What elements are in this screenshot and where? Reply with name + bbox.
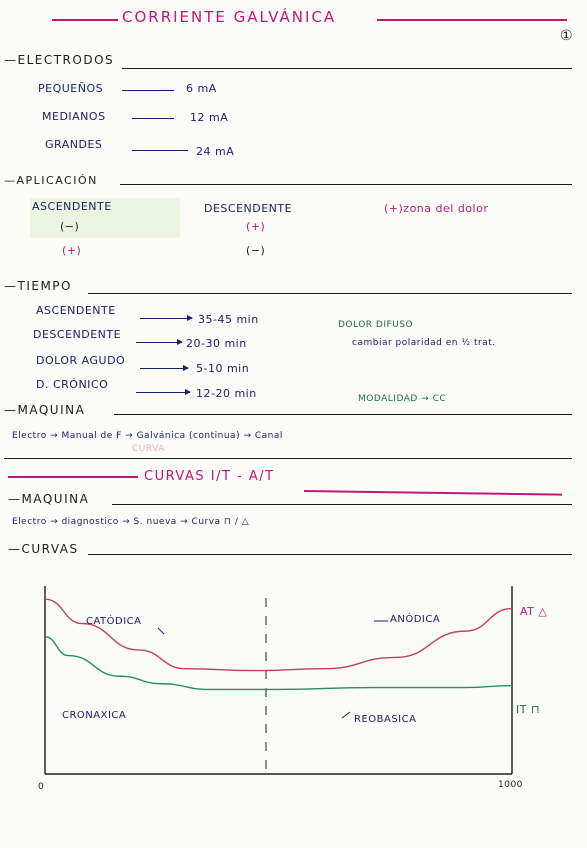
maquina2-heading: —MAQUINA bbox=[8, 492, 90, 506]
at-curve-line bbox=[44, 598, 513, 672]
chart-x-start-label: 0 bbox=[38, 782, 45, 792]
electrodo-value-medianos: 12 mA bbox=[190, 111, 229, 124]
electrodo-label-grandes: GRANDES bbox=[45, 138, 103, 151]
dolor-difuso-label: DOLOR DIFUSO bbox=[338, 320, 414, 330]
it-curve-line bbox=[44, 636, 513, 691]
tiempo-arrow-dolor-agudo bbox=[140, 364, 189, 372]
page-number-mark: ① bbox=[560, 28, 574, 44]
chart-label-catodica: CATÓDICA bbox=[86, 616, 142, 627]
electrodo-dash-medianos bbox=[132, 118, 174, 120]
tiempo-label-dolor-agudo: DOLOR AGUDO bbox=[36, 354, 126, 367]
maquina2-text: Electro → diagnostico → S. nueva → Curva… bbox=[12, 517, 250, 527]
chart-label-reobasica: REOBASICA bbox=[354, 714, 417, 725]
electrodo-dash-grandes bbox=[132, 150, 188, 152]
electrodo-label-pequenos: PEQUEÑOS bbox=[38, 82, 104, 95]
page-title: CORRIENTE GALVÁNICA bbox=[122, 8, 337, 26]
reobasica-arrow bbox=[341, 711, 351, 719]
tiempo-label-ascendente: ASCENDENTE bbox=[36, 304, 116, 317]
tiempo-rule bbox=[88, 293, 572, 295]
tiempo-value-dolor-agudo: 5-10 min bbox=[196, 362, 250, 375]
dolor-difuso-note: cambiar polaridad en ½ trat. bbox=[352, 338, 496, 348]
electrodos-rule bbox=[122, 68, 572, 70]
tiempo-value-d-cronico: 12-20 min bbox=[196, 387, 257, 400]
electrodo-value-grandes: 24 mA bbox=[196, 145, 235, 158]
electrodo-dash-pequenos bbox=[122, 90, 174, 92]
curvas-rule bbox=[88, 554, 572, 556]
aplicacion-descendente-sign1: (+) bbox=[246, 220, 266, 233]
electrodo-label-medianos: MEDIANOS bbox=[42, 110, 106, 123]
maquina-curva-note: CURVA bbox=[132, 444, 165, 454]
chart-label-anodica: ANÓDICA bbox=[390, 614, 441, 625]
tiempo-value-ascendente: 35-45 min bbox=[198, 313, 259, 326]
ascendente-highlight bbox=[30, 198, 180, 238]
modalidad-label: MODALIDAD → CC bbox=[358, 394, 447, 404]
curvas-heading: —CURVAS bbox=[8, 542, 79, 556]
chart-legend-it: IT ⊓ bbox=[516, 703, 541, 716]
title-rule-right bbox=[377, 19, 567, 21]
tiempo-label-d-cronico: D. CRÓNICO bbox=[36, 378, 109, 391]
chart-legend-at: AT △ bbox=[520, 605, 548, 618]
aplicacion-ascendente-sign1: (−) bbox=[60, 220, 80, 233]
chart-x-end-label: 1000 bbox=[498, 780, 523, 790]
aplicacion-heading: —APLICACIÓN bbox=[4, 174, 98, 187]
catodica-arrow bbox=[157, 627, 165, 635]
tiempo-value-descendente: 20-30 min bbox=[186, 337, 247, 350]
maquina2-rule bbox=[112, 504, 572, 506]
tiempo-arrow-ascendente bbox=[140, 314, 193, 322]
maquina-rule-bottom bbox=[4, 458, 572, 460]
electrodos-heading: —ELECTRODOS bbox=[4, 53, 115, 67]
maquina-heading: —MAQUINA bbox=[4, 403, 86, 417]
aplicacion-descendente-sign2: (−) bbox=[246, 244, 266, 257]
maquina-rule bbox=[114, 414, 572, 416]
aplicacion-zona-dolor: (+)zona del dolor bbox=[384, 202, 489, 215]
aplicacion-rule bbox=[120, 184, 572, 186]
title-rule-left bbox=[52, 19, 118, 21]
aplicacion-ascendente-label: ASCENDENTE bbox=[32, 200, 112, 213]
curvas-title: CURVAS I/T - A/T bbox=[144, 469, 275, 484]
curvas-title-rule-left bbox=[8, 476, 138, 478]
aplicacion-descendente-label: DESCENDENTE bbox=[204, 202, 293, 215]
maquina-text: Electro → Manual de F → Galvánica (conti… bbox=[12, 431, 283, 441]
tiempo-label-descendente: DESCENDENTE bbox=[33, 328, 122, 341]
tiempo-arrow-descendente bbox=[136, 338, 183, 346]
electrodo-value-pequenos: 6 mA bbox=[186, 82, 217, 95]
chart-label-cronaxica: CRONAXICA bbox=[62, 710, 127, 721]
tiempo-heading: —TIEMPO bbox=[4, 279, 72, 293]
tiempo-arrow-d-cronico bbox=[136, 388, 191, 396]
aplicacion-ascendente-sign2: (+) bbox=[62, 244, 82, 257]
